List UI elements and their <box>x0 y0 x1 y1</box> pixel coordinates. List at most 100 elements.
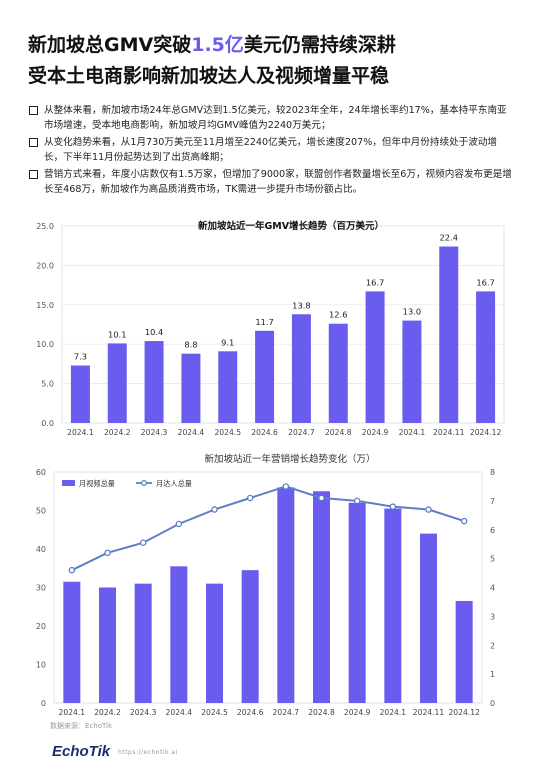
video-volume-bar <box>63 581 81 703</box>
x-tick-label: 2024.7 <box>273 708 300 717</box>
x-tick-label: 2024.2 <box>94 708 121 717</box>
bar-value-label: 16.7 <box>476 277 494 287</box>
x-tick-label: 2024.12 <box>470 428 502 437</box>
title-line-1-start: 新加坡总GMV突破 <box>28 34 192 56</box>
x-tick-label: 2024.12 <box>448 708 480 717</box>
title-line-1-end: 美元仍需持续深耕 <box>243 34 396 56</box>
gmv-bar <box>218 351 238 423</box>
title-line-2: 受本土电商影响新加坡达人及视频增量平稳 <box>28 65 390 87</box>
y-tick-label: 5.0 <box>41 380 54 389</box>
video-volume-bar <box>241 570 259 703</box>
creator-line-point <box>389 503 397 510</box>
creator-line-point <box>211 506 218 513</box>
y-tick-label: 10.0 <box>36 340 54 349</box>
footer-url: https://echotik.ai <box>118 749 178 756</box>
creator-line-point <box>139 539 147 546</box>
y-right-tick-label: 4 <box>490 584 495 593</box>
gmv-bar <box>255 330 275 423</box>
y-left-tick-label: 10 <box>36 661 46 670</box>
creator-line-point <box>104 549 111 557</box>
y-right-tick-label: 5 <box>490 555 495 564</box>
gmv-bar <box>144 341 164 423</box>
checkbox-square-icon <box>29 170 38 179</box>
creator-line-point <box>353 497 361 505</box>
bullet-text: 营销方式来看，年度小店数仅有1.5万家，但增加了9000家，联盟创作者数量增长至… <box>44 169 512 195</box>
video-volume-bar <box>99 587 116 703</box>
legend-line-label: 月达人总量 <box>156 479 192 488</box>
gmv-bar <box>365 291 385 423</box>
x-tick-label: 2024.6 <box>237 708 264 717</box>
y-tick-label: 15.0 <box>36 301 54 310</box>
bullet-text: 从变化趋势来看，从1月730万美元至11月增至2240亿美元，增长速度207%，… <box>44 137 498 163</box>
x-tick-label: 2024.6 <box>251 428 278 437</box>
y-right-tick-label: 7 <box>490 497 495 506</box>
video-volume-bar <box>348 502 366 703</box>
creator-line-point <box>425 506 432 513</box>
bar-value-label: 10.1 <box>108 329 126 339</box>
video-volume-bar <box>277 487 295 703</box>
gmv-bar <box>476 291 496 423</box>
plot-area <box>53 471 483 704</box>
title-highlight: 1.5亿 <box>191 34 244 56</box>
bullet-item: 营销方式来看，年度小店数仅有1.5万家，但增加了9000家，联盟创作者数量增长至… <box>28 167 512 197</box>
x-tick-label: 2024.7 <box>288 428 315 437</box>
x-tick-label: 2024.1 <box>67 428 94 437</box>
gmv-bar-chart: 0.0 5.0 10.0 15.0 20.0 25.0 新加坡站近一年GMV增长趋势（百万美… <box>36 220 505 437</box>
video-volume-bar <box>206 583 223 703</box>
bar-value-label: 9.1 <box>221 337 234 347</box>
gmv-bar <box>439 246 459 423</box>
page-title: 新加坡总GMV突破1.5亿美元仍需持续深耕 受本土电商影响新加坡达人及视频增量平… <box>28 30 518 92</box>
creator-line-point <box>246 494 254 502</box>
y-right-tick-label: 2 <box>490 641 495 650</box>
x-tick-label: 2024.11 <box>413 708 445 717</box>
creator-line-point <box>175 520 183 528</box>
y-left-tick-label: 40 <box>36 545 46 554</box>
data-source-note: 数据来源：EchoTik <box>50 722 113 730</box>
x-tick-label: 2024.4 <box>166 708 193 717</box>
checkbox-square-icon <box>29 138 38 147</box>
gmv-bar <box>402 320 422 423</box>
x-tick-label: 2024.3 <box>141 428 168 437</box>
video-volume-bar <box>134 583 152 703</box>
x-tick-label: 2024.4 <box>178 428 205 437</box>
echotik-logo: EchoTik <box>52 743 111 760</box>
bar-value-label: 7.3 <box>74 351 87 361</box>
y-right-tick-label: 3 <box>490 612 495 621</box>
bar-value-label: 13.8 <box>292 300 310 310</box>
gmv-bar <box>291 314 311 423</box>
creator-line-point <box>460 517 468 525</box>
x-tick-label: 2024.9 <box>362 428 389 437</box>
creator-line-point <box>318 494 325 502</box>
x-tick-label: 2024.1 <box>399 428 426 437</box>
y-right-tick-label: 0 <box>490 699 495 708</box>
bullet-item: 从变化趋势来看，从1月730万美元至11月增至2240亿美元，增长速度207%，… <box>28 135 512 165</box>
x-tick-label: 2024.8 <box>308 708 335 717</box>
legend-bar-label: 月视频总量 <box>79 479 115 488</box>
x-tick-label: 2024.5 <box>214 428 241 437</box>
video-volume-bar <box>313 491 330 703</box>
bar-value-label: 13.0 <box>403 307 421 317</box>
gmv-bar <box>328 323 348 423</box>
x-tick-label: 2024.9 <box>344 708 371 717</box>
bullet-list: 从整体来看，新加坡市场24年总GMV达到1.5亿美元，较2023年全年，24年增… <box>28 103 512 199</box>
creator-line-point <box>68 566 76 574</box>
chart-title: 新加坡站近一年营销增长趋势变化（万） <box>204 453 375 465</box>
y-left-tick-label: 0 <box>41 699 46 708</box>
x-tick-label: 2024.3 <box>130 708 157 717</box>
y-right-tick-label: 8 <box>490 468 495 477</box>
title-line-1: 新加坡总GMV突破1.5亿美元仍需持续深耕 <box>28 30 518 61</box>
video-volume-bar <box>420 533 437 703</box>
video-volume-bar <box>170 566 188 703</box>
y-left-tick-label: 30 <box>36 584 46 593</box>
bar-value-label: 12.6 <box>329 310 347 320</box>
video-volume-bar <box>384 508 402 703</box>
y-right-tick-label: 6 <box>490 526 495 535</box>
y-left-tick-label: 60 <box>36 468 46 477</box>
x-tick-label: 2024.8 <box>325 428 352 437</box>
legend-bar-swatch <box>62 480 75 486</box>
bullet-item: 从整体来看，新加坡市场24年总GMV达到1.5亿美元，较2023年全年，24年增… <box>28 103 512 133</box>
x-tick-label: 2024.2 <box>104 428 131 437</box>
x-tick-label: 2024.5 <box>201 708 228 717</box>
creator-line-point <box>282 483 290 490</box>
y-tick-label: 0.0 <box>41 419 54 428</box>
